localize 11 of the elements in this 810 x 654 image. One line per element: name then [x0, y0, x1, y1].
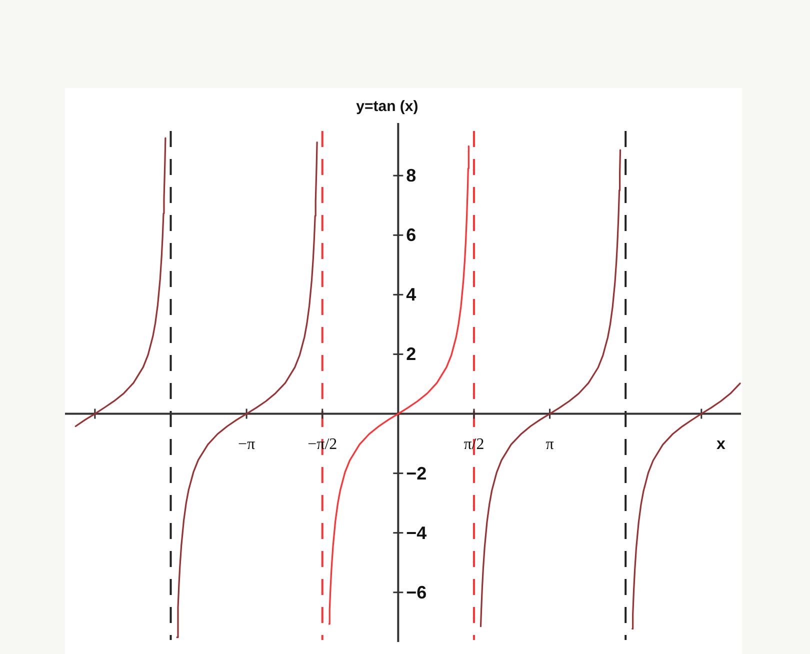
y-tick-label: 2: [406, 344, 416, 364]
x-tick-label: π: [546, 436, 554, 453]
y-tick-label: −6: [406, 582, 427, 602]
y-tick-label: 4: [406, 284, 416, 305]
x-tick-label: −π: [238, 436, 256, 453]
y-tick-label: −2: [406, 463, 427, 484]
y-tick-label: 8: [406, 166, 416, 186]
y-tick-label: 6: [406, 225, 416, 246]
y-tick-label: −4: [406, 522, 427, 543]
x-axis-title: x: [716, 436, 726, 454]
chart-title: y=tan (x): [356, 98, 418, 116]
